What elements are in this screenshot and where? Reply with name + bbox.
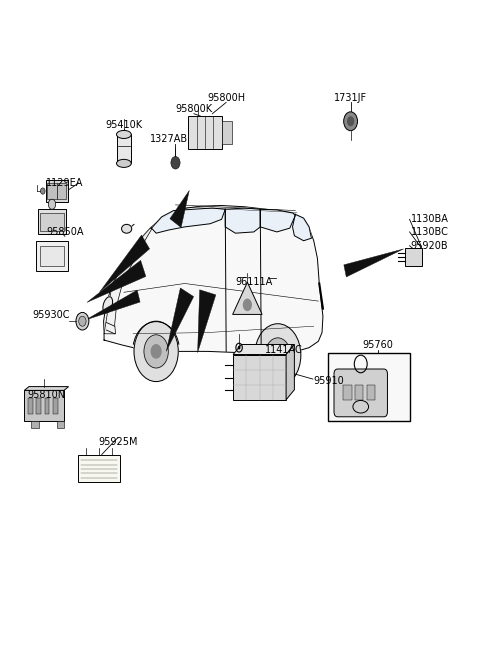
Polygon shape	[292, 214, 312, 241]
Circle shape	[48, 199, 56, 210]
Text: 95850A: 95850A	[46, 227, 84, 237]
Ellipse shape	[121, 225, 132, 233]
Circle shape	[347, 116, 354, 126]
Polygon shape	[198, 290, 216, 352]
Text: 1327AB: 1327AB	[149, 134, 188, 144]
Text: 95760: 95760	[363, 340, 394, 350]
Text: 95410K: 95410K	[105, 120, 143, 130]
Bar	[222, 121, 232, 144]
Text: 95925M: 95925M	[98, 437, 138, 447]
Circle shape	[171, 157, 180, 169]
Polygon shape	[152, 208, 225, 233]
Polygon shape	[225, 208, 260, 233]
Bar	[367, 385, 375, 400]
Circle shape	[255, 324, 301, 386]
FancyBboxPatch shape	[334, 369, 387, 417]
Polygon shape	[233, 345, 294, 354]
Circle shape	[344, 112, 358, 131]
Circle shape	[134, 321, 178, 382]
Circle shape	[238, 346, 240, 350]
Polygon shape	[170, 191, 189, 227]
Bar	[405, 248, 421, 266]
Bar	[31, 421, 38, 428]
Polygon shape	[85, 290, 140, 320]
Bar	[36, 241, 68, 271]
Bar	[45, 398, 49, 414]
Text: 95920B: 95920B	[410, 241, 448, 251]
Polygon shape	[166, 288, 193, 351]
Circle shape	[151, 345, 161, 358]
Text: 1731JF: 1731JF	[334, 93, 367, 103]
Polygon shape	[233, 282, 262, 314]
Circle shape	[76, 312, 89, 330]
Text: 1130BC: 1130BC	[410, 227, 448, 237]
Circle shape	[273, 348, 283, 362]
Bar	[48, 183, 57, 199]
Bar	[57, 183, 66, 199]
Text: 96111A: 96111A	[235, 277, 273, 288]
Bar	[24, 390, 64, 421]
Text: 1141AC: 1141AC	[265, 345, 303, 355]
Bar	[233, 354, 286, 400]
Bar	[40, 246, 64, 266]
Circle shape	[265, 338, 290, 373]
Text: 1129EA: 1129EA	[46, 178, 84, 188]
Polygon shape	[104, 228, 152, 334]
Polygon shape	[286, 345, 294, 400]
Text: 1130BA: 1130BA	[410, 214, 448, 225]
Ellipse shape	[117, 130, 131, 138]
Ellipse shape	[103, 297, 113, 313]
Bar	[28, 398, 33, 414]
Polygon shape	[99, 235, 150, 292]
Bar	[78, 455, 120, 481]
Ellipse shape	[117, 159, 131, 168]
Polygon shape	[344, 249, 404, 277]
Circle shape	[40, 188, 45, 194]
Bar	[38, 210, 66, 234]
Bar	[53, 398, 58, 414]
Bar	[57, 421, 64, 428]
Bar	[188, 116, 222, 149]
Bar	[36, 398, 41, 414]
Bar	[40, 213, 64, 231]
Bar	[328, 352, 409, 421]
Text: 95910: 95910	[314, 376, 345, 386]
Text: 95930C: 95930C	[33, 310, 70, 320]
Bar	[46, 180, 68, 202]
Circle shape	[243, 299, 252, 311]
Bar	[343, 385, 351, 400]
Circle shape	[144, 335, 168, 368]
Text: 95800H: 95800H	[207, 93, 245, 103]
Bar	[117, 134, 131, 163]
Polygon shape	[104, 206, 323, 356]
Circle shape	[79, 316, 86, 326]
Polygon shape	[87, 260, 146, 303]
Bar	[355, 385, 363, 400]
Text: 95810N: 95810N	[27, 390, 66, 400]
Text: 95800K: 95800K	[175, 103, 213, 114]
Polygon shape	[24, 386, 69, 390]
Polygon shape	[260, 210, 295, 232]
